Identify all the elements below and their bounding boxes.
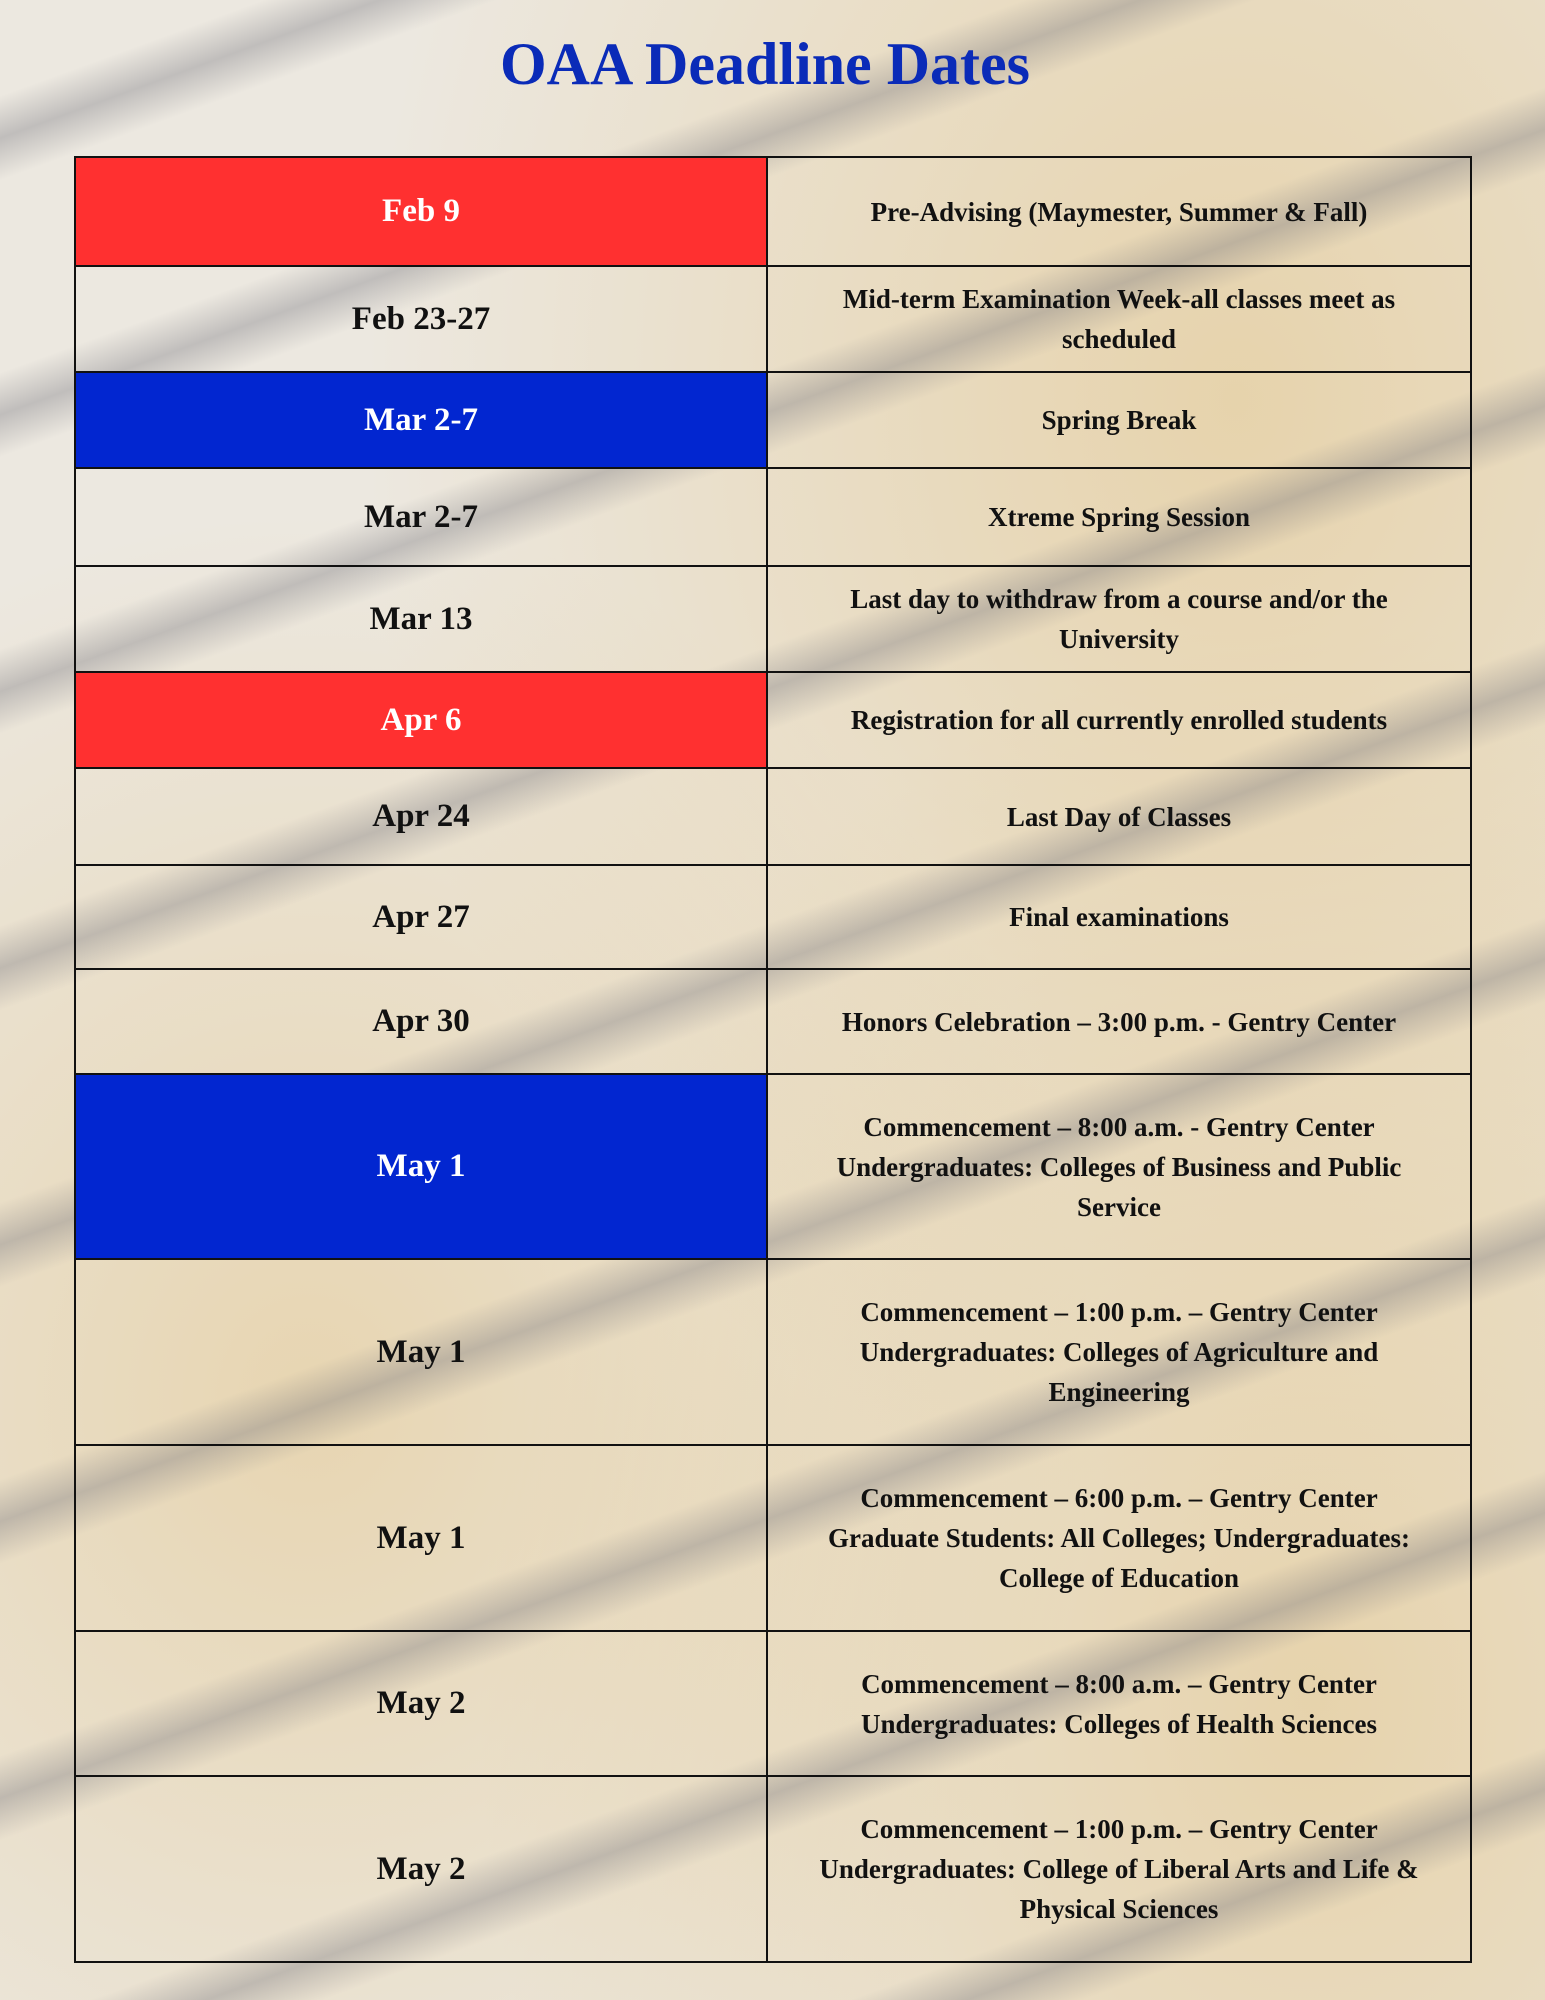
deadline-description: Commencement – 1:00 p.m. – Gentry Center… [766, 1775, 1472, 1963]
deadline-row: Mar 2-7 Xtreme Spring Session [74, 467, 1472, 567]
description-line: Commencement – 1:00 p.m. – Gentry Center [860, 1814, 1378, 1844]
deadline-description: Spring Break [766, 371, 1472, 469]
deadline-row: May 2 Commencement – 8:00 a.m. – Gentry C… [74, 1630, 1472, 1777]
deadline-description: Last day to withdraw from a course and/o… [766, 565, 1472, 673]
deadline-date: May 2 [74, 1775, 768, 1963]
deadline-description: Final examinations [766, 864, 1472, 970]
deadline-row: Feb 9 Pre-Advising (Maymester, Summer & F… [74, 156, 1472, 267]
deadline-date: Apr 27 [74, 864, 768, 970]
deadline-row: Apr 6 Registration for all currently enro… [74, 671, 1472, 769]
deadline-date: May 1 [74, 1444, 768, 1632]
description-line: Graduate Students: All Colleges; Undergr… [828, 1523, 1410, 1593]
deadline-description: Registration for all currently enrolled … [766, 671, 1472, 769]
description-line: Last day to withdraw from a course and/o… [850, 584, 1388, 654]
deadline-row: May 1 Commencement – 6:00 p.m. – Gentry C… [74, 1444, 1472, 1632]
description-line: Pre-Advising (Maymester, Summer & Fall) [870, 196, 1368, 227]
deadline-date: Mar 2-7 [74, 371, 768, 469]
description-line: Spring Break [1041, 405, 1197, 435]
deadline-row: May 1 Commencement – 8:00 a.m. - Gentry C… [74, 1073, 1472, 1260]
deadline-description: Mid-term Examination Week-all classes me… [766, 265, 1472, 373]
description-line: Honors Celebration – 3:00 p.m. - Gentry … [841, 1006, 1397, 1037]
description-line: Undergraduates: College of Liberal Arts … [819, 1854, 1419, 1924]
deadline-description: Commencement – 8:00 a.m. - Gentry Center… [766, 1073, 1472, 1260]
deadline-row: May 1 Commencement – 1:00 p.m. – Gentry C… [74, 1258, 1472, 1446]
deadline-date: Apr 24 [74, 767, 768, 866]
deadline-description: Commencement – 8:00 a.m. – Gentry Center… [766, 1630, 1472, 1777]
deadline-description: Pre-Advising (Maymester, Summer & Fall) [766, 156, 1472, 267]
description-line: Xtreme Spring Session [987, 502, 1250, 532]
description-line: Undergraduates: Colleges of Health Scien… [861, 1708, 1377, 1739]
description-line: Commencement – 1:00 p.m. – Gentry Center [860, 1297, 1378, 1327]
deadline-description: Commencement – 1:00 p.m. – Gentry Center… [766, 1258, 1472, 1446]
deadline-date: Mar 13 [74, 565, 768, 673]
deadline-row: May 2 Commencement – 1:00 p.m. – Gentry C… [74, 1775, 1472, 1963]
deadline-table: Feb 9 Pre-Advising (Maymester, Summer & F… [74, 156, 1472, 1963]
deadline-row: Apr 24 Last Day of Classes [74, 767, 1472, 866]
deadline-date: Apr 6 [74, 671, 768, 769]
deadline-row: Apr 30 Honors Celebration – 3:00 p.m. - G… [74, 968, 1472, 1075]
deadline-description: Commencement – 6:00 p.m. – Gentry Center… [766, 1444, 1472, 1632]
deadline-row: Apr 27 Final examinations [74, 864, 1472, 970]
deadline-date: May 1 [74, 1258, 768, 1446]
deadline-description: Xtreme Spring Session [766, 467, 1472, 567]
deadline-date: Feb 9 [74, 156, 768, 267]
deadline-date: Apr 30 [74, 968, 768, 1075]
deadline-date: May 2 [74, 1630, 768, 1777]
deadline-description: Honors Celebration – 3:00 p.m. - Gentry … [766, 968, 1472, 1075]
description-line: Commencement – 8:00 a.m. – Gentry Center [861, 1668, 1377, 1699]
deadline-date: Mar 2-7 [74, 467, 768, 567]
description-line: Undergraduates: Colleges of Agriculture … [859, 1337, 1379, 1407]
description-line: Mid-term Examination Week-all classes me… [842, 284, 1396, 354]
description-line: Last Day of Classes [1006, 801, 1232, 832]
description-line: Final examinations [1009, 902, 1229, 932]
deadline-date: Feb 23-27 [74, 265, 768, 373]
deadline-row: Mar 2-7 Spring Break [74, 371, 1472, 469]
description-line: Registration for all currently enrolled … [850, 705, 1388, 735]
page-title: OAA Deadline Dates [500, 31, 1030, 97]
description-line: Undergraduates: Colleges of Business and… [836, 1151, 1402, 1222]
deadline-description: Last Day of Classes [766, 767, 1472, 866]
description-line: Commencement – 6:00 p.m. – Gentry Center [860, 1483, 1378, 1513]
deadline-date: May 1 [74, 1073, 768, 1260]
deadline-row: Feb 23-27 Mid-term Examination Week-all c… [74, 265, 1472, 373]
deadline-row: Mar 13 Last day to withdraw from a course… [74, 565, 1472, 673]
description-line: Commencement – 8:00 a.m. - Gentry Center [863, 1111, 1375, 1142]
